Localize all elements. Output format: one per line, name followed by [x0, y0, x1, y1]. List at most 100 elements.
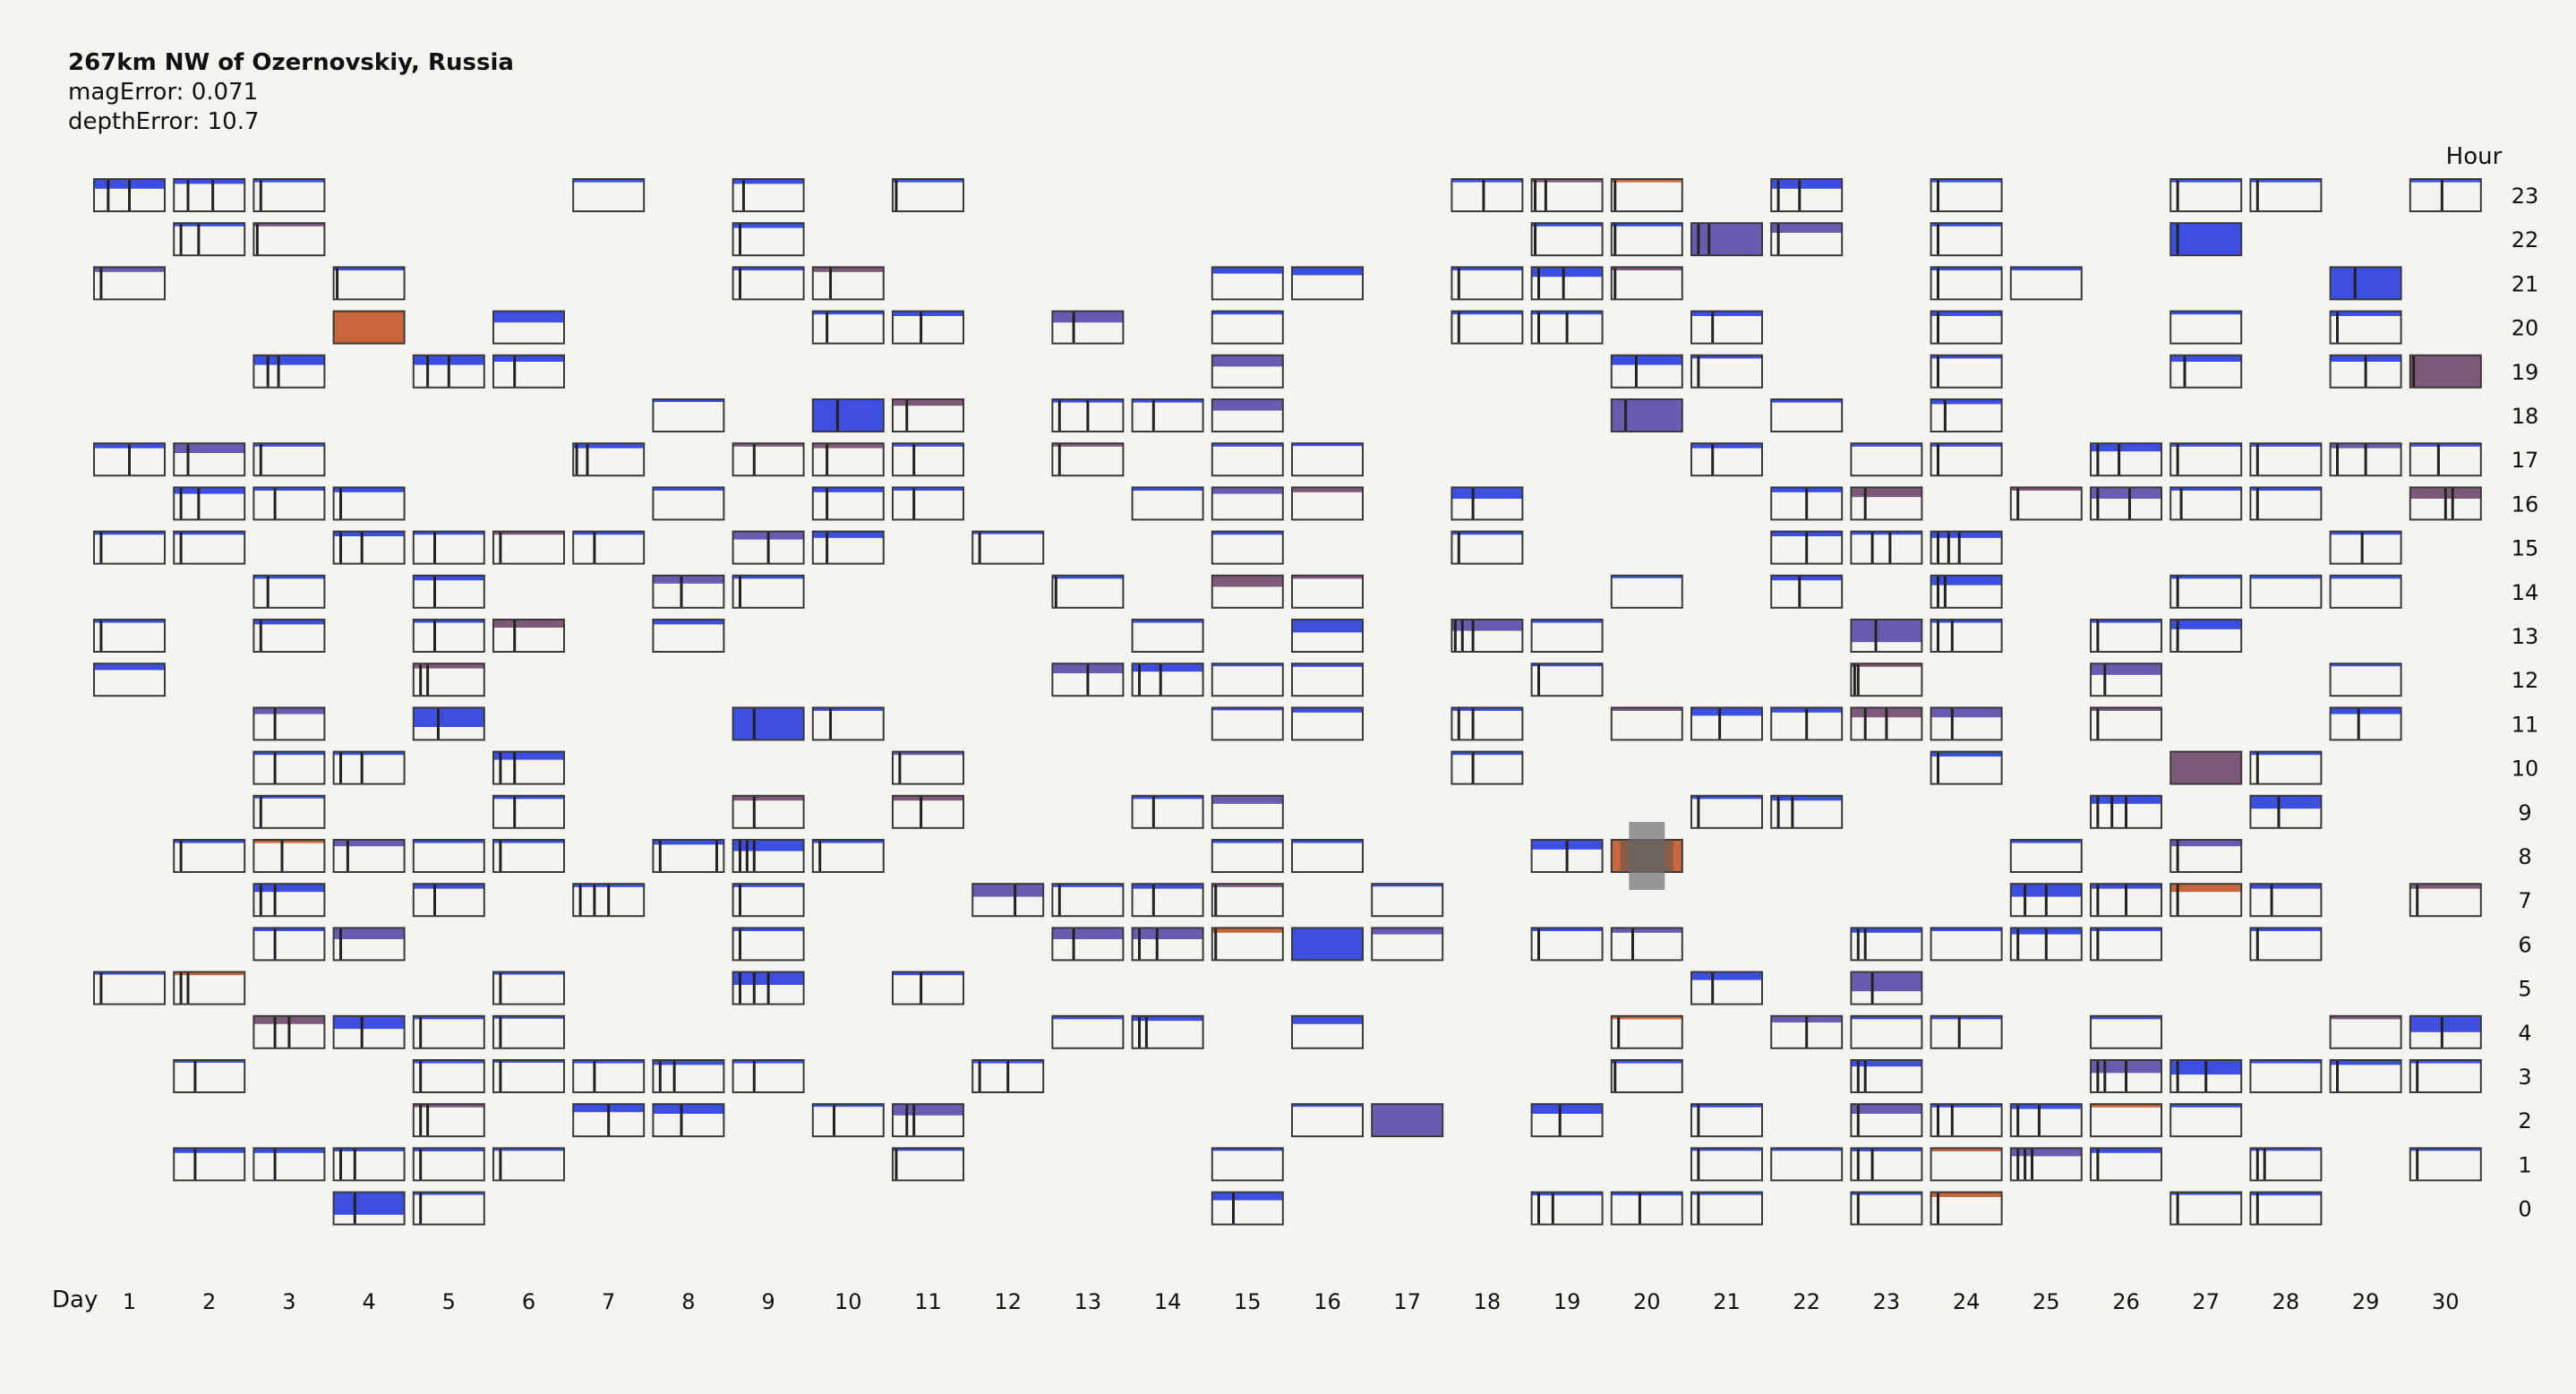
event-cell-fill	[2170, 311, 2242, 315]
event-cell-fill	[1211, 928, 1283, 933]
event-cell-fill	[653, 1060, 724, 1065]
event-cell-fill	[1771, 1148, 1843, 1151]
day-tick-label: 20	[1633, 1289, 1661, 1314]
event-cell-fill	[1851, 487, 1922, 498]
event-cell	[252, 706, 326, 741]
event-cell	[892, 794, 964, 829]
event-cell-fill	[1611, 223, 1682, 227]
event-cell	[1530, 178, 1604, 212]
event-cell	[1451, 486, 1524, 521]
event-cell	[173, 971, 246, 1005]
event-cell-fill	[732, 575, 804, 579]
event-cell-fill	[2409, 1060, 2481, 1064]
event-cell	[1131, 1014, 1204, 1049]
event-cell-fill	[1372, 928, 1443, 935]
event-cell	[1930, 442, 2003, 477]
event-cell-fill	[1851, 971, 1922, 992]
hour-tick-label: 4	[2518, 1021, 2531, 1046]
event-cell	[732, 794, 805, 829]
event-cell-fill	[1052, 928, 1124, 939]
event-cell	[2090, 706, 2162, 741]
event-cell	[252, 927, 326, 962]
event-cell	[892, 486, 964, 521]
event-cell-fill	[174, 531, 245, 535]
event-cell-fill	[253, 707, 325, 714]
event-cell	[732, 266, 805, 301]
event-cell	[2009, 1147, 2083, 1182]
event-cell-fill	[493, 531, 564, 535]
event-cell	[1690, 310, 1763, 345]
event-cell-fill	[253, 840, 325, 843]
event-cell	[732, 971, 805, 1005]
event-cell-fill	[893, 1148, 963, 1151]
event-cell-fill	[2250, 487, 2322, 491]
day-tick-label: 6	[522, 1289, 535, 1314]
event-cell-fill	[1611, 179, 1682, 183]
event-cell	[2329, 442, 2402, 477]
event-cell	[1850, 442, 1923, 477]
event-cell	[1770, 706, 1844, 741]
event-cell-fill	[2409, 179, 2481, 183]
event-cell-fill	[174, 223, 245, 227]
event-cell	[2169, 178, 2243, 212]
event-cell	[412, 1103, 485, 1138]
event-cell	[971, 883, 1045, 918]
event-cell	[2409, 178, 2482, 212]
event-cell	[1690, 706, 1763, 741]
day-tick-label: 23	[1873, 1289, 1901, 1314]
day-tick-label: 8	[681, 1289, 695, 1314]
event-cell	[1850, 1059, 1923, 1093]
event-cell	[252, 839, 326, 873]
event-cell	[1850, 1191, 1923, 1226]
event-cell	[2090, 883, 2162, 918]
event-cell	[1291, 266, 1364, 301]
event-cell-fill	[1132, 1015, 1203, 1022]
event-cell	[2090, 1103, 2162, 1138]
event-cell	[1211, 266, 1284, 301]
event-cell	[93, 663, 166, 697]
event-cell-fill	[174, 179, 245, 184]
event-cell	[1930, 927, 2003, 962]
event-cell	[1051, 883, 1125, 918]
event-cell	[1211, 486, 1284, 521]
event-cell	[252, 1014, 326, 1049]
event-cell-fill	[1132, 620, 1203, 623]
event-cell	[93, 442, 166, 477]
event-cell-fill	[1052, 575, 1124, 579]
event-cell	[971, 530, 1045, 565]
event-cell	[1930, 530, 2003, 565]
event-cell-fill	[1531, 1104, 1603, 1114]
event-cell-fill	[1691, 443, 1762, 449]
event-cell-fill	[253, 928, 325, 931]
event-cell	[572, 178, 646, 212]
event-cell	[2169, 750, 2243, 785]
event-cell	[2329, 266, 2402, 301]
highlight-center	[1620, 840, 1673, 872]
event-cell-fill	[1211, 487, 1283, 494]
event-cell	[652, 1059, 725, 1093]
event-cell	[572, 530, 646, 565]
event-cell	[2009, 927, 2083, 962]
day-tick-label: 30	[2432, 1289, 2460, 1314]
event-cell-fill	[1211, 795, 1283, 804]
event-cell	[1530, 1191, 1604, 1226]
event-cell-fill	[2250, 1060, 2322, 1064]
event-cell	[811, 839, 885, 873]
event-cell-fill	[333, 1192, 405, 1215]
event-cell	[2169, 442, 2243, 477]
event-cell-fill	[493, 840, 564, 843]
event-cell	[1451, 310, 1524, 345]
event-cell	[1610, 1059, 1683, 1093]
event-cell-fill	[253, 355, 325, 365]
event-cell-fill	[1930, 531, 2002, 538]
event-cell	[332, 310, 406, 345]
event-cell-fill	[94, 620, 165, 623]
event-cell	[2409, 883, 2482, 918]
event-cell	[2090, 619, 2162, 653]
day-tick-label: 26	[2112, 1289, 2140, 1314]
event-cell	[173, 442, 246, 477]
event-cell-fill	[1052, 1015, 1124, 1020]
event-cell	[1211, 839, 1284, 873]
event-cell	[412, 354, 485, 389]
